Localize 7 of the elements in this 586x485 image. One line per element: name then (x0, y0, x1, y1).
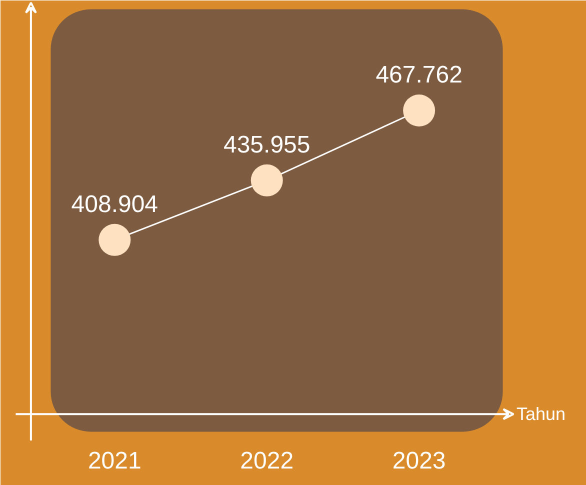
data-label: 467.762 (376, 62, 462, 88)
x-tick-label: 2021 (88, 448, 142, 474)
data-label: 435.955 (223, 131, 310, 158)
data-label: 408.904 (71, 190, 158, 218)
x-axis-title: Tahun (516, 404, 566, 424)
x-tick-label: 2023 (392, 448, 446, 474)
x-tick-label: 2022 (240, 448, 294, 474)
